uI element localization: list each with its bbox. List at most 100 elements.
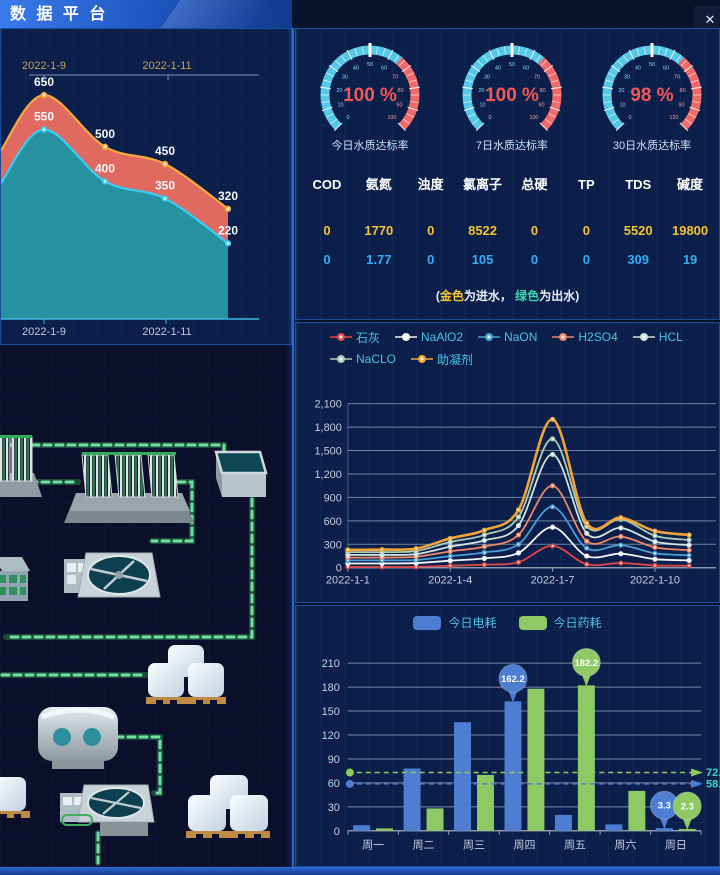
col-header: COD xyxy=(312,177,342,192)
table-note: (金色为进水， 绿色为出水) xyxy=(296,287,719,304)
legend-marker-icon xyxy=(478,333,501,341)
svg-text:220: 220 xyxy=(218,223,238,237)
legend-label: NaCLO xyxy=(356,352,397,366)
gauge-today: 0 10 20 30 40 50 60 70 80 90 100 100 % 今日水质达标率 xyxy=(302,35,438,152)
svg-text:40: 40 xyxy=(635,65,641,71)
svg-text:100: 100 xyxy=(387,115,396,121)
col-header: 总硬 xyxy=(521,177,548,192)
svg-text:500: 500 xyxy=(95,127,115,141)
inflow-cell: 8522 xyxy=(468,223,498,238)
gauge-7day: 0 10 20 30 40 50 60 70 80 90 100 100 % 7日水质达标率 xyxy=(444,35,580,152)
clarifier-1 xyxy=(64,552,161,598)
svg-text:2022-1-9: 2022-1-9 xyxy=(22,60,66,72)
legend-item-NaON[interactable]: NaON xyxy=(478,327,537,347)
svg-text:2022-1-7: 2022-1-7 xyxy=(531,575,575,587)
svg-text:70: 70 xyxy=(534,75,540,81)
dosing-line-chart[interactable]: 0 300 600 900 1,200 1,500 1,800 2,100 2022-1-1 20… xyxy=(296,323,720,604)
svg-text:周一: 周一 xyxy=(362,839,384,852)
svg-text:80: 80 xyxy=(680,88,686,94)
legend-swatch-icon xyxy=(413,615,442,630)
legend-item-H2SO4[interactable]: H2SO4 xyxy=(552,327,618,347)
plant-3d-scene xyxy=(0,345,292,867)
svg-text:90: 90 xyxy=(678,103,684,109)
svg-text:50: 50 xyxy=(509,62,515,68)
water-quality-table: COD 氨氮 浊度 氯离子 总硬 TP TDS 碱度 0 1770 0 8522… xyxy=(302,177,715,267)
svg-text:2022-1-11: 2022-1-11 xyxy=(142,326,191,338)
legend-label: 助凝剂 xyxy=(437,352,474,367)
svg-text:30: 30 xyxy=(484,75,490,81)
svg-text:2,100: 2,100 xyxy=(314,399,341,411)
panel-divider xyxy=(292,28,294,868)
legend-item-今日药耗[interactable]: 今日药耗 xyxy=(518,614,602,631)
svg-text:0: 0 xyxy=(629,115,632,121)
legend-item-今日电耗[interactable]: 今日电耗 xyxy=(413,614,497,631)
svg-text:350: 350 xyxy=(155,179,175,193)
page-title: 数 据 平 台 xyxy=(10,6,109,23)
collapse-icon[interactable]: ✕ xyxy=(704,12,716,27)
note-text: 为进水， xyxy=(463,289,516,303)
outflow-cell: 309 xyxy=(627,252,650,267)
svg-text:1,200: 1,200 xyxy=(314,469,341,481)
header-swoosh-decoration xyxy=(153,0,292,30)
svg-text:2022-1-9: 2022-1-9 xyxy=(22,326,66,338)
svg-text:120: 120 xyxy=(322,730,340,742)
inflow-cell: 0 xyxy=(530,223,539,238)
flow-trend-chart[interactable]: 650 500 450 320 550 400 350 220 2022-1-9 2022-1-1… xyxy=(1,29,293,346)
plant-scene-art xyxy=(0,435,270,866)
legend-item-HCL[interactable]: HCL xyxy=(632,327,683,347)
gauge-7day-label: 7日水质达标率 xyxy=(475,140,549,152)
panel-chemical-dosing: 0 300 600 900 1,200 1,500 1,800 2,100 2022-1-1 20… xyxy=(295,322,720,603)
svg-text:60: 60 xyxy=(523,65,529,71)
svg-text:10: 10 xyxy=(479,103,485,109)
svg-text:2022-1-1: 2022-1-1 xyxy=(326,575,370,587)
note-text: 为出水) xyxy=(539,289,580,303)
legend-item-助凝剂[interactable]: 助凝剂 xyxy=(411,349,473,369)
svg-text:90: 90 xyxy=(396,103,402,109)
note-gold: 金色 xyxy=(439,289,464,303)
gauge-30day-label: 30日水质达标率 xyxy=(612,140,692,152)
svg-text:90: 90 xyxy=(328,754,340,766)
svg-text:72.97: 72.97 xyxy=(706,767,720,779)
legend-marker-icon xyxy=(411,355,434,363)
bag-stack-2 xyxy=(0,777,30,818)
svg-text:周五: 周五 xyxy=(564,839,586,852)
svg-text:30: 30 xyxy=(328,802,340,814)
svg-text:80: 80 xyxy=(398,88,404,94)
svg-text:30: 30 xyxy=(624,75,630,81)
svg-text:100: 100 xyxy=(529,115,538,121)
svg-text:0: 0 xyxy=(336,563,342,575)
top-strip xyxy=(292,0,720,29)
legend-item-NaCLO[interactable]: NaCLO xyxy=(330,349,396,369)
svg-text:182.2: 182.2 xyxy=(575,658,599,669)
outflow-cell: 0 xyxy=(582,252,590,267)
outflow-cell: 0 xyxy=(530,252,539,267)
consumption-bar-chart[interactable]: 0 30 60 90 120 150 180 210 周一 周二 周三 周四 周五 周六 周日 72.9758… xyxy=(296,606,720,868)
svg-text:120: 120 xyxy=(669,115,678,121)
header-bar: 数 据 平 台 xyxy=(0,0,292,30)
svg-text:180: 180 xyxy=(322,682,340,694)
legend-label: H2SO4 xyxy=(578,330,618,344)
col-header: 氨氮 xyxy=(365,177,392,192)
outflow-cell: 0 xyxy=(323,252,331,267)
svg-text:70: 70 xyxy=(392,75,398,81)
svg-text:10: 10 xyxy=(619,103,625,109)
svg-text:60: 60 xyxy=(663,65,669,71)
svg-text:周日: 周日 xyxy=(665,839,687,852)
legend-item-石灰[interactable]: 石灰 xyxy=(330,327,380,347)
clarifier-2 xyxy=(60,784,155,836)
svg-text:10: 10 xyxy=(337,103,343,109)
legend-marker-icon xyxy=(552,333,575,341)
legend-item-NaAlO2[interactable]: NaAlO2 xyxy=(395,327,463,347)
svg-text:650: 650 xyxy=(34,75,54,89)
membrane-rack-center xyxy=(64,452,194,523)
footer-bar xyxy=(0,867,720,875)
svg-text:20: 20 xyxy=(478,88,484,94)
svg-text:400: 400 xyxy=(95,161,115,175)
svg-text:周六: 周六 xyxy=(614,839,636,852)
svg-text:2022-1-4: 2022-1-4 xyxy=(428,575,472,587)
legend-label: HCL xyxy=(658,330,683,344)
svg-text:162.2: 162.2 xyxy=(501,674,525,685)
svg-text:600: 600 xyxy=(324,516,342,528)
